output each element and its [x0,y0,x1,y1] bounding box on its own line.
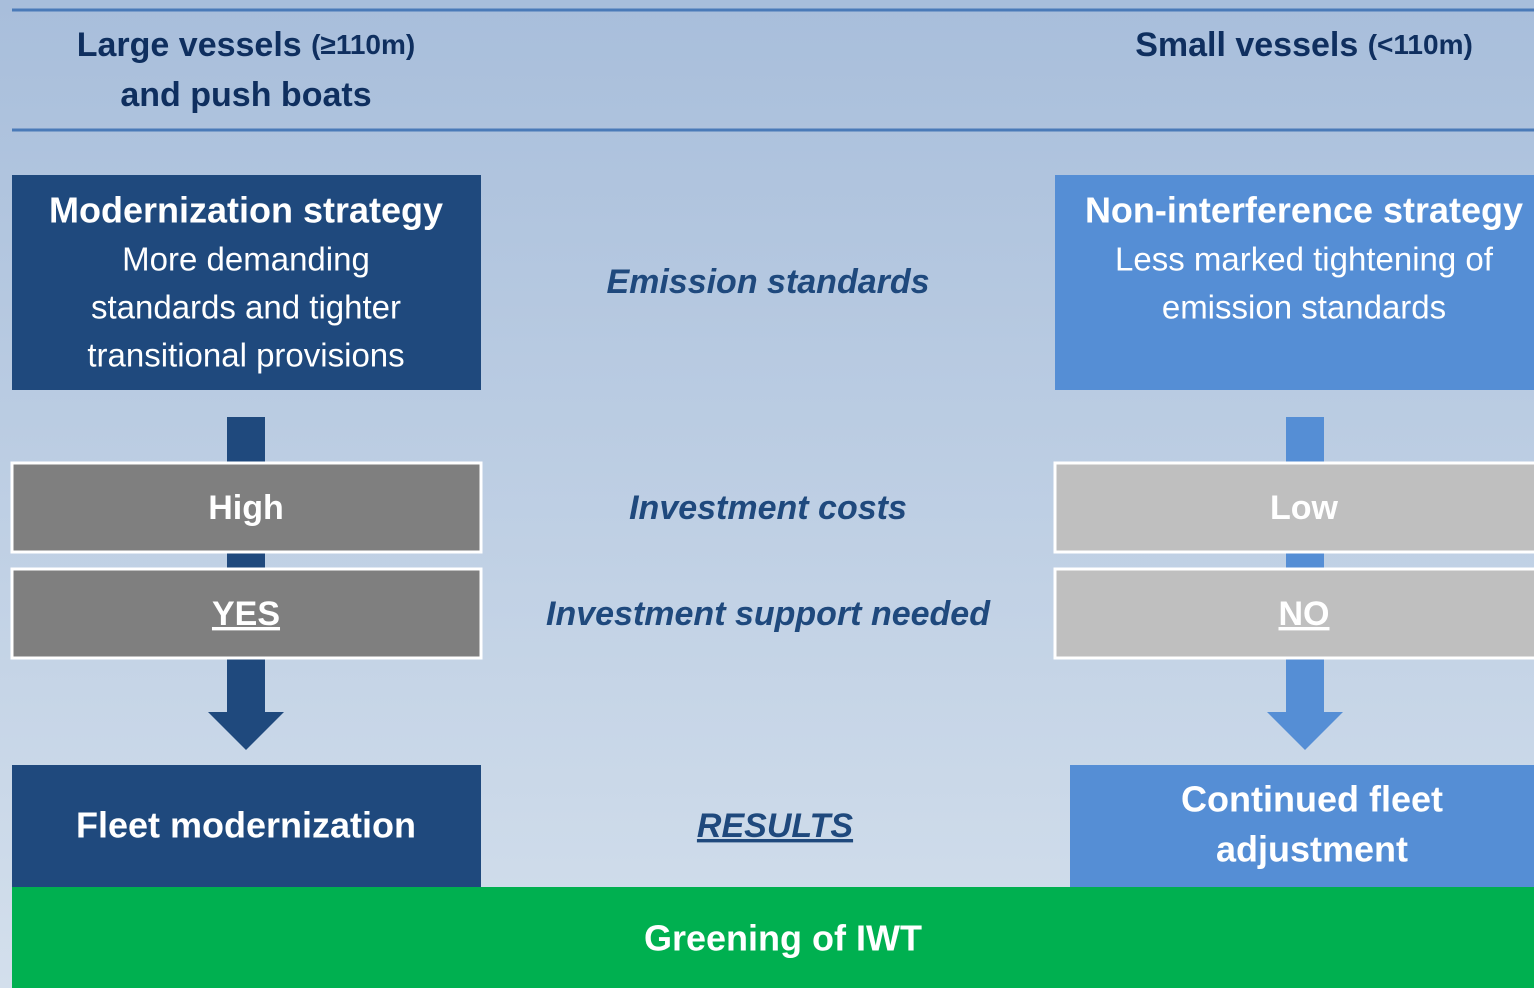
support-label: YES [212,595,280,633]
box-text: More demanding [122,241,370,278]
cost-box [1053,461,1534,554]
support-label: NO [1279,595,1330,633]
result-label: Continued fleet [1181,779,1443,820]
criterion: RESULTS [697,807,853,845]
header-size: (≥110m) [311,29,415,60]
criterion: Investment support needed [546,595,991,633]
arrow-head [208,712,284,750]
box-text: emission standards [1162,289,1446,326]
header-size: (<110m) [1368,29,1473,60]
header-left: Large vessels (≥110m) [77,26,415,64]
header-line: and push boats [120,76,371,114]
box-title: Non-interference strategy [1085,190,1523,231]
support-box [10,567,483,660]
criterion: Emission standards [606,263,929,301]
result-label: Fleet modernization [76,805,416,846]
criterion: Investment costs [629,489,907,527]
box-text: standards and tighter [91,289,401,326]
box-title: Modernization strategy [49,190,443,231]
strategy-box [12,175,481,390]
result-box [1070,765,1534,890]
result-box [12,765,481,890]
strategy-box [1055,175,1534,390]
cost-label: Low [1270,489,1339,527]
cost-label: High [208,489,284,527]
footer-label: Greening of IWT [644,918,922,959]
header-title: Large vessels [77,26,302,64]
arrow-head [1267,712,1343,750]
header-right: Small vessels (<110m) [1135,26,1473,64]
header-title: Small vessels [1135,26,1358,64]
result-label: adjustment [1216,829,1408,870]
box-text: transitional provisions [87,337,404,374]
footer-bar [12,887,1534,988]
support-box [1053,567,1534,660]
cost-box [10,461,483,554]
box-text: Less marked tightening of [1115,241,1494,278]
